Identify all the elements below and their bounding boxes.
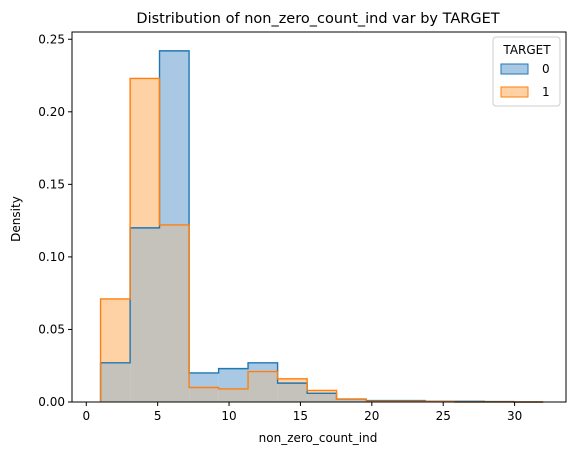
histogram-bar-upper (159, 50, 190, 225)
histogram-bar-upper (130, 78, 160, 228)
histogram-bar-upper (100, 298, 131, 363)
histogram-bar-upper (307, 390, 337, 394)
histogram-bar-upper (248, 362, 278, 372)
histogram-bar-upper (277, 378, 308, 384)
axis-ticks: 0 5 10 15 20 25 30 0.00 0.05 0.10 0.15 0.20 0.25 (38, 32, 522, 423)
histogram-bar-upper (218, 368, 249, 389)
legend-label-1: 1 (542, 85, 550, 99)
x-tick-label: 20 (364, 409, 379, 423)
plot-area (71, 31, 567, 403)
legend-label-0: 0 (542, 62, 550, 76)
y-tick-label: 0.00 (38, 395, 65, 409)
y-tick-label: 0.25 (38, 32, 65, 46)
histogram-bar-upper (189, 372, 219, 388)
x-tick-label: 0 (82, 409, 90, 423)
y-tick-label: 0.20 (38, 105, 65, 119)
histogram-bar-overlap (130, 227, 160, 402)
y-tick-label: 0.05 (38, 322, 65, 336)
y-tick-label: 0.10 (38, 250, 65, 264)
chart-title: Distribution of non_zero_count_ind var b… (136, 11, 499, 27)
histogram-bar-overlap (248, 371, 278, 402)
histogram-bar-overlap (307, 393, 337, 402)
histogram-bar-overlap (159, 224, 190, 402)
x-tick-label: 25 (436, 409, 451, 423)
histogram-bar-overlap (100, 362, 131, 402)
histogram-bar-overlap (189, 387, 219, 402)
y-tick-label: 0.15 (38, 177, 65, 191)
plot-frame (71, 31, 567, 403)
y-axis-label: Density (9, 196, 23, 242)
x-tick-label: 5 (154, 409, 162, 423)
histogram-bar-overlap (218, 388, 249, 402)
legend: TARGET 0 1 (492, 36, 561, 107)
histogram-bar-overlap (336, 399, 367, 402)
x-tick-label: 15 (293, 409, 308, 423)
legend-swatch-0 (500, 63, 529, 75)
legend-title: TARGET (502, 43, 551, 57)
histogram-bar-overlap (277, 383, 308, 402)
x-tick-label: 30 (507, 409, 522, 423)
x-axis-label: non_zero_count_ind (259, 431, 378, 445)
legend-swatch-1 (500, 86, 529, 98)
x-tick-label: 10 (221, 409, 236, 423)
